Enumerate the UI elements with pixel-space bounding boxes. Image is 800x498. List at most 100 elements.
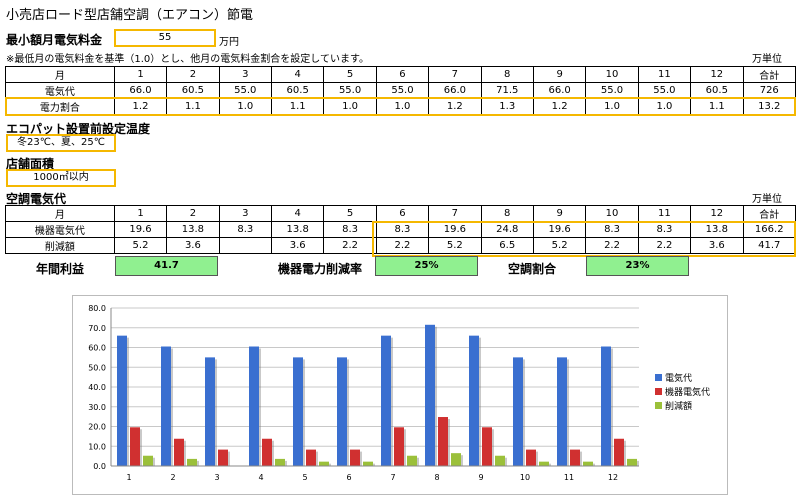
bar-2 <box>526 449 536 466</box>
table1-header-cell: 4 <box>270 66 325 83</box>
x-tick-label: 8 <box>434 473 439 482</box>
table1-row2: 電力割合 1.2 1.1 1.0 1.1 1.0 1.0 1.2 1.3 1.2 1.0 1.0 1.1… <box>5 98 796 115</box>
table1-row1: 電気代 66.0 60.5 55.0 60.5 55.0 55.0 66.0 71.5 66.0 5… <box>5 82 796 99</box>
table2-row2-cell: 2.2 <box>375 237 430 254</box>
table2-row2: 削減額 5.2 3.6 3.6 2.2 2.2 5.2 6.5 5.2 2.2 2.2 3.6 41.7 <box>5 237 796 254</box>
table2-row1-cell: 166.2 <box>742 221 796 238</box>
bar-shadow <box>228 451 230 466</box>
bar-shadow <box>285 460 287 466</box>
table1-row2-cell: 1.2 <box>532 98 587 115</box>
table1-row1-cell: 55.0 <box>323 82 377 99</box>
table1-row1-cell: 60.5 <box>166 82 220 99</box>
bar-shadow <box>272 440 274 466</box>
table1-row2-cell: 1.0 <box>218 98 272 115</box>
table1-row1-cell: 電気代 <box>5 82 115 99</box>
table2-row1-cell: 24.8 <box>480 221 534 238</box>
table2-row1: 機器電気代 19.6 13.8 8.3 13.8 8.3 8.3 19.6 24.8 19.6 8.… <box>5 221 796 238</box>
table2-row2-cell: 5.2 <box>428 237 482 254</box>
table2-row2-cell: 3.6 <box>690 237 744 254</box>
table1-row2-cell: 1.1 <box>690 98 744 115</box>
bar-3 <box>495 455 505 466</box>
x-tick-label: 12 <box>608 473 618 482</box>
table1-header-cell: 合計 <box>742 66 796 83</box>
bar-shadow <box>316 451 318 466</box>
legend-label: 電気代 <box>665 372 692 384</box>
table2-row2-cell: 2.2 <box>323 237 377 254</box>
table2-row1-cell: 8.3 <box>323 221 377 238</box>
table2-header-cell: 月 <box>5 205 115 222</box>
y-tick-label: 40.0 <box>88 383 106 392</box>
bar-2 <box>394 427 404 466</box>
table1-row1-cell: 60.5 <box>690 82 744 99</box>
page-title: 小売店ロード型店舗空調（エアコン）節電 <box>6 8 254 23</box>
bar-2 <box>614 438 624 466</box>
store-area-label: 店舗面積 <box>6 157 55 171</box>
table1-row2-cell: 1.2 <box>113 98 168 115</box>
table1-row2-cell: 1.0 <box>585 98 639 115</box>
bar-shadow <box>347 359 349 466</box>
table1-row1-cell: 66.0 <box>113 82 168 99</box>
bar-2 <box>438 417 448 466</box>
bar-shadow <box>197 460 199 466</box>
note-text: ※最低月の電気料金を基準（1.0）とし、他月の電気料金割合を設定しています。 <box>6 54 369 65</box>
table1-row2-cell: 1.3 <box>480 98 534 115</box>
store-area-input[interactable]: 1000㎡以内 <box>6 169 116 187</box>
x-tick-label: 3 <box>214 473 219 482</box>
table1-header: 月 1 2 3 4 5 6 7 8 9 10 11 12 合計 <box>5 66 796 83</box>
table2-header-cell: 8 <box>480 205 534 222</box>
table2-row1-cell: 19.6 <box>428 221 482 238</box>
x-tick-label: 7 <box>390 473 395 482</box>
table2-row1-cell: 8.3 <box>637 221 692 238</box>
y-tick-label: 50.0 <box>88 363 106 372</box>
table1-header-cell: 7 <box>428 66 482 83</box>
legend-swatch <box>655 388 662 395</box>
bar-shadow <box>184 440 186 466</box>
bar-shadow <box>303 359 305 466</box>
table1-row1-cell: 55.0 <box>375 82 430 99</box>
table1-row1-cell: 55.0 <box>585 82 639 99</box>
bar-shadow <box>417 457 419 466</box>
aircon-cost-label: 空調電気代 <box>6 192 67 206</box>
setting-temp-label: エコパット設置前設定温度 <box>6 122 151 136</box>
bar-3 <box>583 461 593 466</box>
bar-shadow <box>171 348 173 466</box>
x-tick-label: 4 <box>258 473 263 482</box>
min-fee-unit: 万円 <box>219 37 239 48</box>
unit-label: 万単位 <box>752 54 782 65</box>
setting-temp-input[interactable]: 冬23℃、夏、25℃ <box>6 134 116 152</box>
bar-3 <box>627 458 637 466</box>
bar-2 <box>306 449 316 466</box>
table2-row2-cell: 3.6 <box>166 237 220 254</box>
table2-header-cell: 6 <box>375 205 430 222</box>
bar-shadow <box>360 451 362 466</box>
bar-2 <box>482 427 492 466</box>
table1-row1-cell: 60.5 <box>270 82 325 99</box>
y-tick-label: 10.0 <box>88 442 106 451</box>
bar-chart: 0.010.020.030.040.050.060.070.080.01 2 3 4 5… <box>88 304 710 482</box>
bar-3 <box>143 455 153 466</box>
table1-row1-cell: 55.0 <box>218 82 272 99</box>
min-fee-input[interactable]: 55 <box>114 29 216 47</box>
table1-header-cell: 9 <box>532 66 587 83</box>
table1-row2-cell: 1.2 <box>428 98 482 115</box>
bar-1 <box>337 357 347 466</box>
table2-row1-cell: 13.8 <box>690 221 744 238</box>
bar-2 <box>130 427 140 466</box>
annual-profit-label: 年間利益 <box>36 262 85 276</box>
bar-shadow <box>140 429 142 466</box>
bar-shadow <box>580 451 582 466</box>
x-tick-label: 1 <box>126 473 131 482</box>
table2-row2-cell: 5.2 <box>532 237 587 254</box>
bar-shadow <box>536 451 538 466</box>
aircon-table: 月 1 2 3 4 5 6 7 8 9 10 11 12 合計 機器電気代 19.6 13.8 8.3 13.8 8.… <box>5 205 796 254</box>
table1-row2-cell: 1.1 <box>270 98 325 115</box>
y-tick-label: 30.0 <box>88 403 106 412</box>
legend-label: 機器電気代 <box>665 386 710 398</box>
table2-header-cell: 3 <box>218 205 272 222</box>
table2-header-cell: 4 <box>270 205 325 222</box>
table2-row2-cell: 41.7 <box>742 237 796 254</box>
y-tick-label: 20.0 <box>88 423 106 432</box>
bar-shadow <box>624 440 626 466</box>
bar-shadow <box>479 337 481 466</box>
chart-frame: 0.0 10.0 20.0 30.0 40.0 50.0 60.0 70.0 80.0 1 2 3 4 5… <box>72 295 728 495</box>
